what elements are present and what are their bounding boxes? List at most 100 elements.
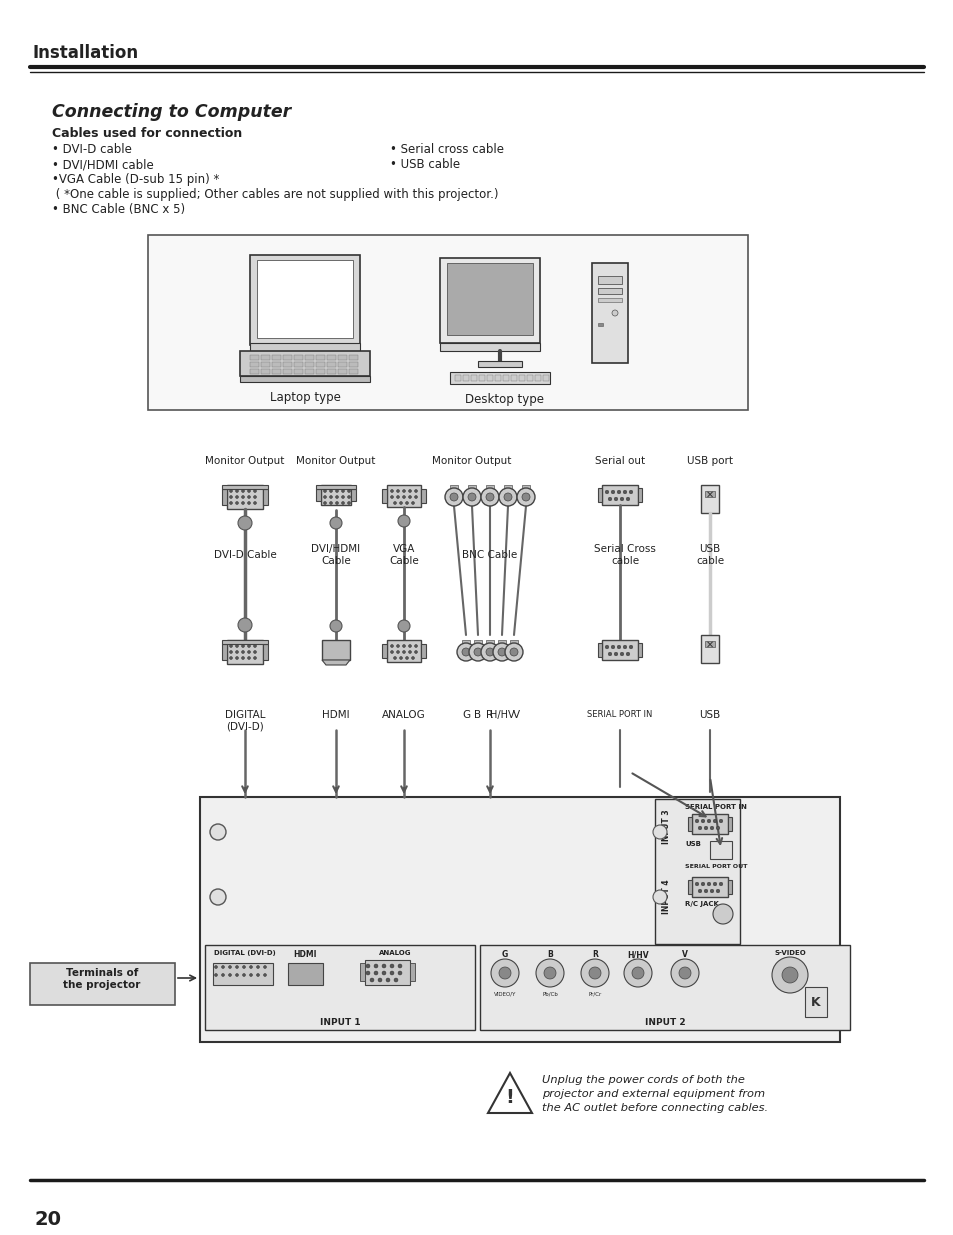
Bar <box>455 375 460 382</box>
Circle shape <box>374 971 377 974</box>
Circle shape <box>341 489 344 493</box>
Circle shape <box>253 657 256 659</box>
Circle shape <box>414 489 417 493</box>
Text: • DVI-D cable: • DVI-D cable <box>52 143 132 156</box>
Text: USB
cable: USB cable <box>695 545 723 566</box>
Text: Cables used for connection: Cables used for connection <box>52 127 242 140</box>
Bar <box>704 641 714 647</box>
Bar <box>510 640 517 645</box>
Bar <box>598 288 621 294</box>
Circle shape <box>381 965 386 968</box>
Bar <box>511 375 517 382</box>
Circle shape <box>329 495 333 499</box>
Circle shape <box>517 488 535 506</box>
Bar <box>250 369 258 374</box>
Bar <box>240 351 370 375</box>
Text: Serial Cross
cable: Serial Cross cable <box>594 545 656 566</box>
Bar <box>638 488 641 501</box>
Circle shape <box>713 819 716 823</box>
Bar <box>351 489 355 501</box>
Text: DVI/HDMI
Cable: DVI/HDMI Cable <box>311 545 360 566</box>
Circle shape <box>480 488 498 506</box>
Circle shape <box>235 966 238 968</box>
Circle shape <box>329 489 333 493</box>
Bar <box>256 261 353 338</box>
Bar <box>700 635 719 663</box>
Circle shape <box>497 648 505 656</box>
Circle shape <box>229 966 232 968</box>
Circle shape <box>625 652 629 656</box>
Circle shape <box>347 495 350 499</box>
Bar <box>272 354 281 359</box>
Circle shape <box>214 973 217 977</box>
Bar <box>337 362 347 367</box>
Circle shape <box>256 966 259 968</box>
Text: INPUT 3: INPUT 3 <box>661 809 671 844</box>
Circle shape <box>397 515 410 527</box>
Bar <box>222 643 227 659</box>
Text: H/HV: H/HV <box>626 950 648 960</box>
Circle shape <box>713 882 716 885</box>
Circle shape <box>253 645 256 647</box>
Circle shape <box>390 645 393 647</box>
Circle shape <box>390 965 394 968</box>
Circle shape <box>214 966 217 968</box>
Circle shape <box>498 488 517 506</box>
Circle shape <box>229 973 232 977</box>
Bar <box>804 987 826 1016</box>
Circle shape <box>469 643 486 661</box>
Text: USB: USB <box>699 710 720 720</box>
Text: R: R <box>592 950 598 960</box>
Bar <box>461 640 470 645</box>
Circle shape <box>402 651 405 653</box>
Circle shape <box>604 645 608 648</box>
Circle shape <box>504 643 522 661</box>
Bar <box>320 485 351 505</box>
Circle shape <box>396 495 399 499</box>
Polygon shape <box>488 1073 532 1113</box>
Circle shape <box>241 489 244 493</box>
Circle shape <box>370 978 374 982</box>
Bar <box>294 362 303 367</box>
Circle shape <box>396 489 399 493</box>
Circle shape <box>210 889 226 905</box>
Text: Terminals of
the projector: Terminals of the projector <box>63 968 140 989</box>
Circle shape <box>393 657 396 659</box>
Text: SERIAL PORT IN: SERIAL PORT IN <box>684 804 746 810</box>
Bar <box>503 485 512 490</box>
Circle shape <box>414 651 417 653</box>
Circle shape <box>221 973 224 977</box>
Bar <box>598 275 621 284</box>
Bar <box>240 375 370 382</box>
Circle shape <box>450 493 457 501</box>
Bar <box>439 343 539 351</box>
Circle shape <box>414 495 417 499</box>
Circle shape <box>625 498 629 501</box>
Circle shape <box>411 657 414 659</box>
Circle shape <box>695 882 698 885</box>
Circle shape <box>366 971 370 974</box>
Circle shape <box>405 501 408 505</box>
Circle shape <box>503 493 512 501</box>
Bar <box>327 354 335 359</box>
Text: INPUT 2: INPUT 2 <box>644 1018 684 1028</box>
Bar <box>250 343 359 351</box>
Text: K: K <box>810 995 820 1009</box>
Bar <box>337 354 347 359</box>
Circle shape <box>521 493 530 501</box>
Circle shape <box>408 489 411 493</box>
Bar <box>30 963 174 1005</box>
Text: DIGITAL (DVI-D): DIGITAL (DVI-D) <box>213 950 275 956</box>
Bar <box>263 489 268 505</box>
Circle shape <box>700 819 704 823</box>
Bar <box>250 362 258 367</box>
Circle shape <box>241 495 244 499</box>
Circle shape <box>377 978 381 982</box>
Bar <box>349 354 357 359</box>
Text: S-VIDEO: S-VIDEO <box>773 950 805 956</box>
Circle shape <box>253 495 256 499</box>
Circle shape <box>608 652 611 656</box>
Text: V: V <box>681 950 687 960</box>
Circle shape <box>397 965 401 968</box>
Bar <box>485 640 494 645</box>
